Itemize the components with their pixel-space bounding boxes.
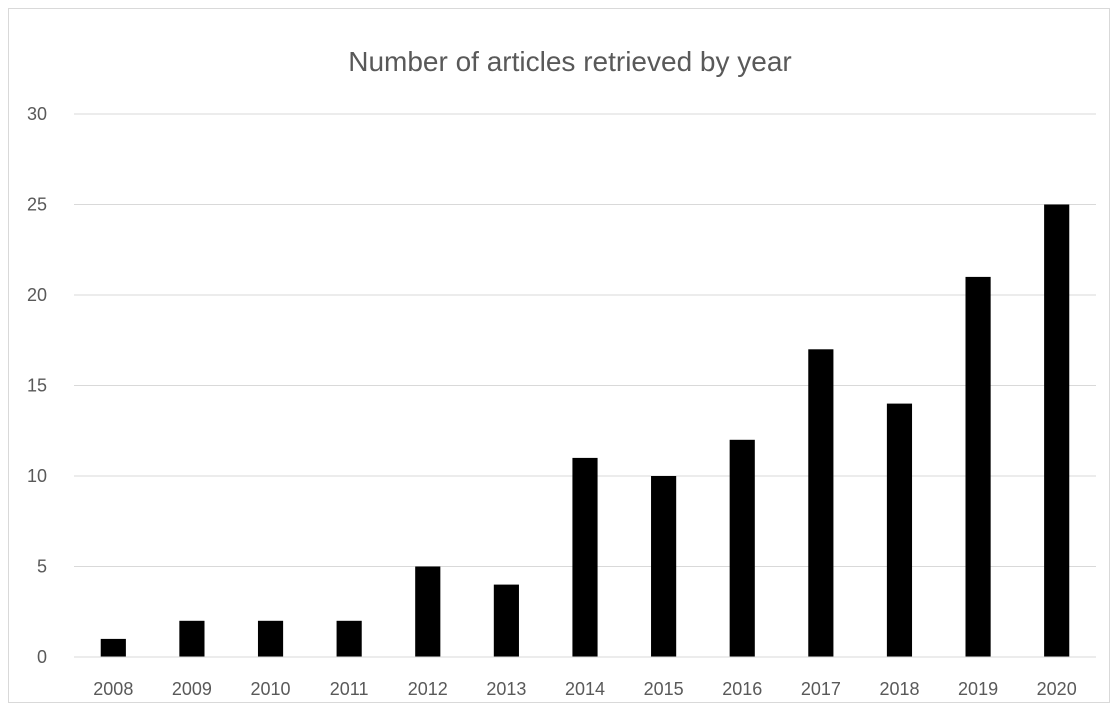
x-axis-ticks: 2008 2009 2010 2011 2012 2013 2014 2015 2016 2017… xyxy=(93,679,1076,699)
bar-2011 xyxy=(336,620,362,657)
chart-title: Number of articles retrieved by year xyxy=(348,46,792,77)
x-tick-label: 2009 xyxy=(172,679,212,699)
y-tick-label: 5 xyxy=(37,557,47,577)
x-tick-label: 2018 xyxy=(879,679,919,699)
y-tick-label: 20 xyxy=(27,285,47,305)
bar-2008 xyxy=(100,638,126,657)
bar-2016 xyxy=(729,439,755,657)
x-tick-label: 2013 xyxy=(486,679,526,699)
bar-2013 xyxy=(493,584,519,657)
bar-2015 xyxy=(651,476,677,657)
bar-2020 xyxy=(1044,204,1070,657)
y-tick-label: 0 xyxy=(37,647,47,667)
bar-2019 xyxy=(965,276,991,657)
y-tick-label: 25 xyxy=(27,195,47,215)
x-tick-label: 2014 xyxy=(565,679,605,699)
bar-2009 xyxy=(179,620,205,657)
x-tick-label: 2008 xyxy=(93,679,133,699)
bars xyxy=(100,204,1070,657)
gridlines xyxy=(74,113,1096,567)
y-tick-label: 30 xyxy=(27,104,47,124)
bar-2018 xyxy=(886,403,913,657)
chart-frame xyxy=(8,8,1110,703)
x-tick-label: 2017 xyxy=(801,679,841,699)
y-tick-label: 15 xyxy=(27,376,47,396)
x-tick-label: 2016 xyxy=(722,679,762,699)
x-tick-label: 2012 xyxy=(408,679,448,699)
x-tick-label: 2019 xyxy=(958,679,998,699)
y-axis-ticks: 0 5 10 15 20 25 30 xyxy=(27,104,47,667)
bar-2017 xyxy=(808,349,834,657)
bar-2014 xyxy=(572,457,598,657)
x-tick-label: 2015 xyxy=(644,679,684,699)
bar-2012 xyxy=(415,566,441,657)
bar-2010 xyxy=(257,620,284,657)
x-tick-label: 2011 xyxy=(330,679,369,699)
y-tick-label: 10 xyxy=(27,466,47,486)
x-tick-label: 2010 xyxy=(251,679,291,699)
x-tick-label: 2020 xyxy=(1037,679,1077,699)
